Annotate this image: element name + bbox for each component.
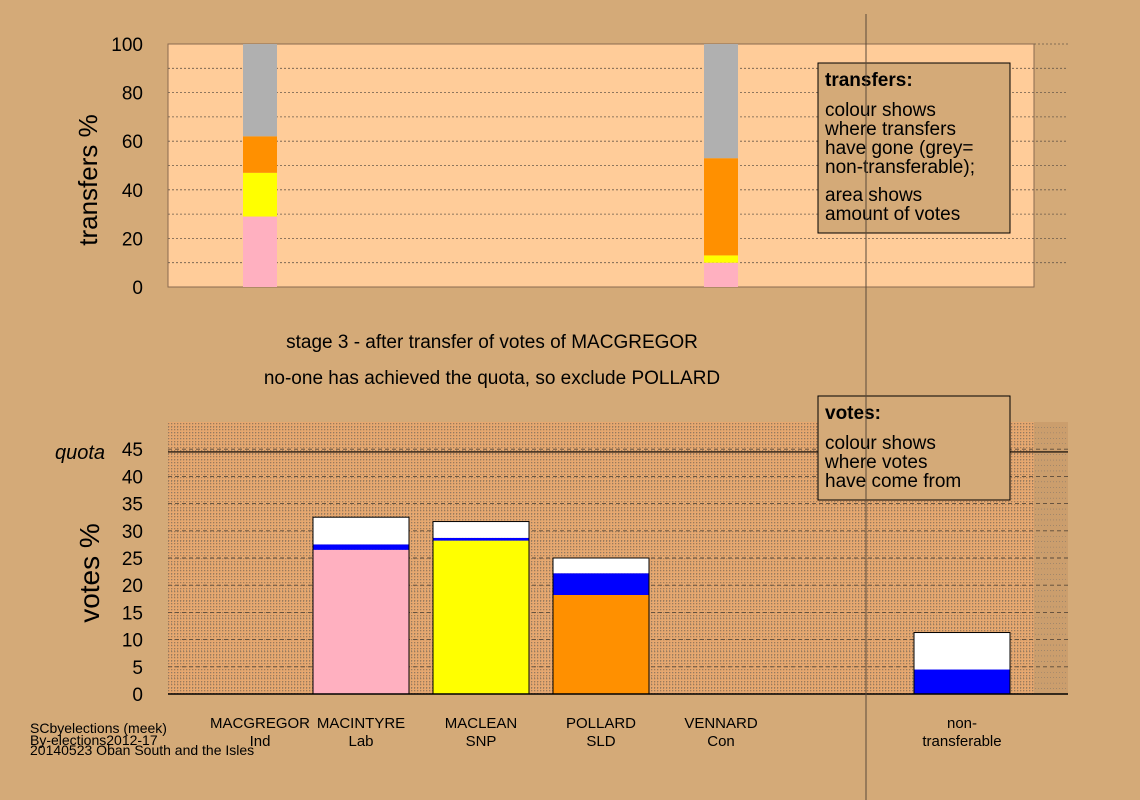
y-tick-label: 20 (122, 576, 143, 597)
transfers-legend-box: transfers: colour shows where transfers … (817, 62, 1011, 234)
y-tick-label: 35 (122, 495, 143, 516)
transfers-legend-line: where transfers (824, 119, 956, 140)
transfer-segment (243, 44, 277, 137)
transfers-legend-line: non-transferable); (825, 157, 975, 178)
y-tick-label: 45 (122, 440, 143, 461)
vote-segment (433, 540, 529, 694)
votes-legend-line: colour shows (825, 433, 936, 454)
transfers-legend-line: amount of votes (825, 204, 960, 225)
transfers-legend-line: have gone (grey= (825, 138, 973, 159)
votes-legend-title: votes: (825, 403, 881, 424)
transfers-bars (243, 44, 738, 287)
stage-decision: no-one has achieved the quota, so exclud… (264, 368, 720, 389)
vote-segment (433, 521, 529, 538)
y-tick-label: 0 (132, 278, 143, 299)
votes-y-ticks: 0 5 10 15 20 25 30 35 40 45 (122, 440, 143, 706)
candidate-party: Ind (250, 733, 271, 750)
votes-bars (312, 516, 1011, 695)
candidate-party: SNP (466, 733, 497, 750)
transfer-segment (243, 136, 277, 173)
y-tick-label: 20 (122, 229, 143, 250)
y-tick-label: 10 (122, 631, 143, 652)
y-tick-label: 60 (122, 132, 143, 153)
vote-segment (553, 594, 649, 694)
transfer-segment (243, 172, 277, 217)
transfers-y-ticks: 0 20 40 60 80 100 (111, 35, 143, 299)
y-tick-label: 0 (132, 685, 143, 706)
y-tick-label: 40 (122, 181, 143, 202)
stage-description: stage 3 - after transfer of votes of MAC… (286, 332, 698, 353)
vote-segment (313, 549, 409, 694)
vote-segment (914, 669, 1010, 694)
vote-segment (553, 573, 649, 595)
transfer-segment (704, 158, 738, 256)
vote-segment (433, 537, 529, 541)
candidate-name: MACLEAN (445, 715, 518, 732)
candidate-party: Lab (348, 733, 373, 750)
vote-segment (313, 517, 409, 545)
transfers-y-axis-label: transfers % (73, 114, 103, 246)
vote-segment (914, 632, 1010, 670)
y-tick-label: 5 (132, 658, 143, 679)
candidate-party: SLD (586, 733, 615, 750)
votes-legend-line: have come from (825, 471, 961, 492)
votes-legend-line: where votes (824, 452, 927, 473)
y-tick-label: 25 (122, 549, 143, 570)
transfer-segment (704, 44, 738, 159)
candidate-name: MACINTYRE (317, 715, 405, 732)
transfer-segment (243, 216, 277, 287)
transfers-legend-title: transfers: (825, 70, 913, 91)
footer-line: By-elections2012-17 (30, 732, 158, 748)
footer-line: 20140523 Oban South and the Isles (30, 742, 254, 758)
vote-segment (313, 544, 409, 550)
y-tick-label: 100 (111, 35, 143, 56)
footer-line: SCbyelections (meek) (30, 720, 167, 736)
y-tick-label: 15 (122, 603, 143, 624)
candidate-name: non- (947, 715, 977, 732)
y-tick-label: 40 (122, 467, 143, 488)
candidate-name: VENNARD (684, 715, 758, 732)
candidate-name: MACGREGOR (210, 715, 310, 732)
transfer-segment (704, 255, 738, 263)
y-tick-label: 80 (122, 84, 143, 105)
candidate-name: POLLARD (566, 715, 636, 732)
vote-segment (553, 558, 649, 574)
y-tick-label: 30 (122, 522, 143, 543)
transfers-legend-line: area shows (825, 185, 922, 206)
candidate-party: transferable (922, 733, 1001, 750)
transfer-segment (704, 262, 738, 287)
votes-y-axis-label: votes % (74, 523, 105, 623)
transfers-legend-line: colour shows (825, 100, 936, 121)
quota-label: quota (55, 442, 105, 464)
candidate-party: Con (707, 733, 735, 750)
votes-legend-box: votes: colour shows where votes have com… (817, 395, 1011, 501)
